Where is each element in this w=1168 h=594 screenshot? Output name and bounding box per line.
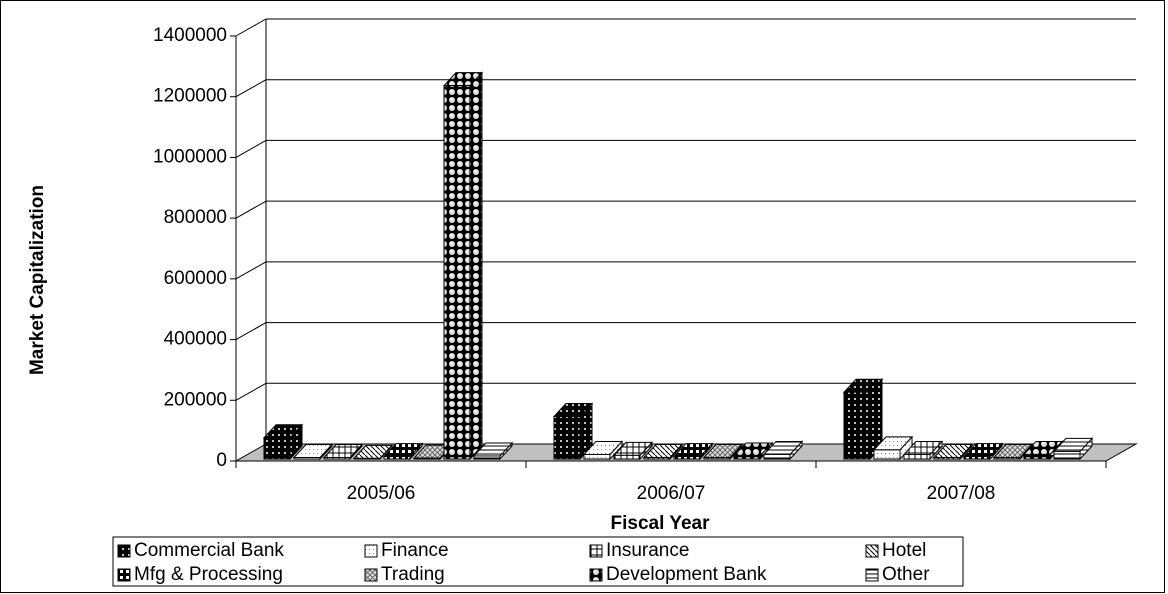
x-tick-label: 2006/07 bbox=[637, 483, 706, 504]
bar bbox=[1023, 453, 1051, 460]
bar-3d bbox=[292, 443, 334, 461]
y-tick-label: 600000 bbox=[164, 268, 227, 289]
bar-3d bbox=[552, 402, 594, 461]
legend-box bbox=[112, 536, 964, 587]
plot-area: 0 200000 400000 600000 800000 1000000 1200000 1… bbox=[153, 18, 1138, 504]
bar bbox=[413, 457, 441, 460]
y-tick-label: 400000 bbox=[164, 329, 227, 350]
grid-line-side bbox=[235, 382, 267, 401]
bar bbox=[473, 455, 501, 460]
y-tick-label: 1400000 bbox=[153, 25, 227, 46]
bar bbox=[353, 457, 381, 460]
legend-swatch bbox=[364, 544, 378, 558]
x-tick-label: 2005/06 bbox=[347, 483, 416, 504]
bar bbox=[293, 456, 321, 460]
bar-3d bbox=[672, 442, 714, 461]
bar-3d bbox=[322, 443, 364, 461]
bar-3d bbox=[612, 441, 654, 461]
bar bbox=[733, 455, 761, 460]
legend-label: Insurance bbox=[606, 540, 689, 561]
bar-3d bbox=[762, 440, 804, 461]
bar-3d bbox=[962, 442, 1004, 461]
bar bbox=[1053, 450, 1081, 460]
bar bbox=[703, 456, 731, 460]
legend-swatch bbox=[589, 544, 603, 558]
bar-3d bbox=[702, 443, 744, 461]
y-tick-label: 800000 bbox=[164, 207, 227, 228]
legend-swatch bbox=[589, 568, 603, 582]
bar bbox=[583, 453, 611, 460]
y-axis-title: Market Capitalization bbox=[27, 185, 48, 375]
bar bbox=[763, 453, 791, 460]
bar bbox=[933, 456, 961, 460]
bar bbox=[383, 456, 411, 460]
legend-label: Other bbox=[882, 564, 930, 585]
legend-swatch bbox=[117, 568, 131, 582]
legend-swatch bbox=[117, 544, 131, 558]
bar bbox=[963, 456, 991, 460]
bar bbox=[553, 416, 581, 460]
grid-line-side bbox=[235, 18, 267, 37]
legend-label: Commercial Bank bbox=[134, 540, 284, 561]
bar bbox=[613, 454, 641, 460]
grid-line-side bbox=[235, 139, 267, 158]
legend-swatch bbox=[865, 544, 879, 558]
legend-swatch bbox=[865, 568, 879, 582]
bar-3d bbox=[642, 443, 684, 461]
legend-swatch bbox=[364, 568, 378, 582]
grid-line-side bbox=[235, 79, 267, 98]
x-axis-title: Fiscal Year bbox=[611, 513, 711, 534]
bar-3d bbox=[262, 423, 304, 461]
bar bbox=[873, 449, 901, 460]
legend-label: Trading bbox=[381, 564, 445, 585]
bar bbox=[643, 456, 671, 460]
bar-3d bbox=[382, 442, 424, 461]
bar bbox=[843, 391, 871, 460]
bar-3d bbox=[842, 377, 884, 461]
y-tick-label: 200000 bbox=[164, 389, 227, 410]
legend-label: Development Bank bbox=[606, 564, 767, 585]
bar bbox=[443, 85, 471, 460]
y-tick-label: 1200000 bbox=[153, 86, 227, 107]
bar-3d bbox=[582, 440, 624, 461]
bar-3d bbox=[352, 444, 394, 461]
legend-label: Mfg & Processing bbox=[134, 564, 283, 585]
bar-3d bbox=[932, 443, 974, 461]
bar-3d bbox=[472, 441, 514, 461]
bar bbox=[903, 453, 931, 460]
bar-side bbox=[469, 71, 483, 461]
legend-label: Hotel bbox=[882, 540, 926, 561]
bar bbox=[673, 456, 701, 460]
bar bbox=[323, 456, 351, 460]
bar-3d bbox=[1052, 437, 1094, 461]
bar bbox=[993, 456, 1021, 460]
grid-line-side bbox=[235, 261, 267, 280]
y-tick-label: 1000000 bbox=[153, 146, 227, 167]
x-tick-label: 2007/08 bbox=[927, 483, 996, 504]
legend-label: Finance bbox=[381, 540, 449, 561]
bar bbox=[263, 437, 291, 460]
grid-line-side bbox=[235, 200, 267, 219]
bar-3d bbox=[992, 443, 1034, 461]
y-tick-label: 0 bbox=[216, 450, 227, 471]
bar-3d bbox=[442, 71, 484, 461]
bar-3d bbox=[902, 440, 944, 461]
grid-line-side bbox=[235, 322, 267, 341]
